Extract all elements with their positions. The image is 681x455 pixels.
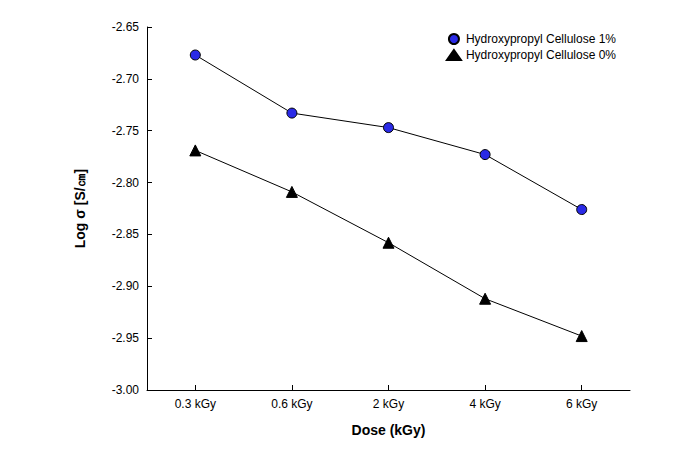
svg-text:4 kGy: 4 kGy: [469, 397, 500, 411]
svg-text:-2.90: -2.90: [112, 279, 140, 293]
svg-text:-2.75: -2.75: [112, 124, 140, 138]
svg-text:6 kGy: 6 kGy: [566, 397, 597, 411]
svg-text:0.3 kGy: 0.3 kGy: [175, 397, 216, 411]
svg-text:Dose (kGy): Dose (kGy): [352, 422, 426, 438]
svg-text:0.6 kGy: 0.6 kGy: [271, 397, 312, 411]
svg-text:-2.70: -2.70: [112, 72, 140, 86]
svg-text:-2.95: -2.95: [112, 331, 140, 345]
svg-text:-3.00: -3.00: [112, 383, 140, 397]
svg-text:-2.80: -2.80: [112, 176, 140, 190]
svg-text:Log σ [S/㎝]: Log σ [S/㎝]: [72, 169, 88, 249]
svg-text:-2.85: -2.85: [112, 227, 140, 241]
svg-text:2 kGy: 2 kGy: [373, 397, 404, 411]
svg-text:Hydroxypropyl Cellulose 1%: Hydroxypropyl Cellulose 1%: [466, 32, 616, 46]
svg-text:Hydroxypropyl Cellulose 0%: Hydroxypropyl Cellulose 0%: [466, 48, 616, 62]
svg-text:-2.65: -2.65: [112, 20, 140, 34]
